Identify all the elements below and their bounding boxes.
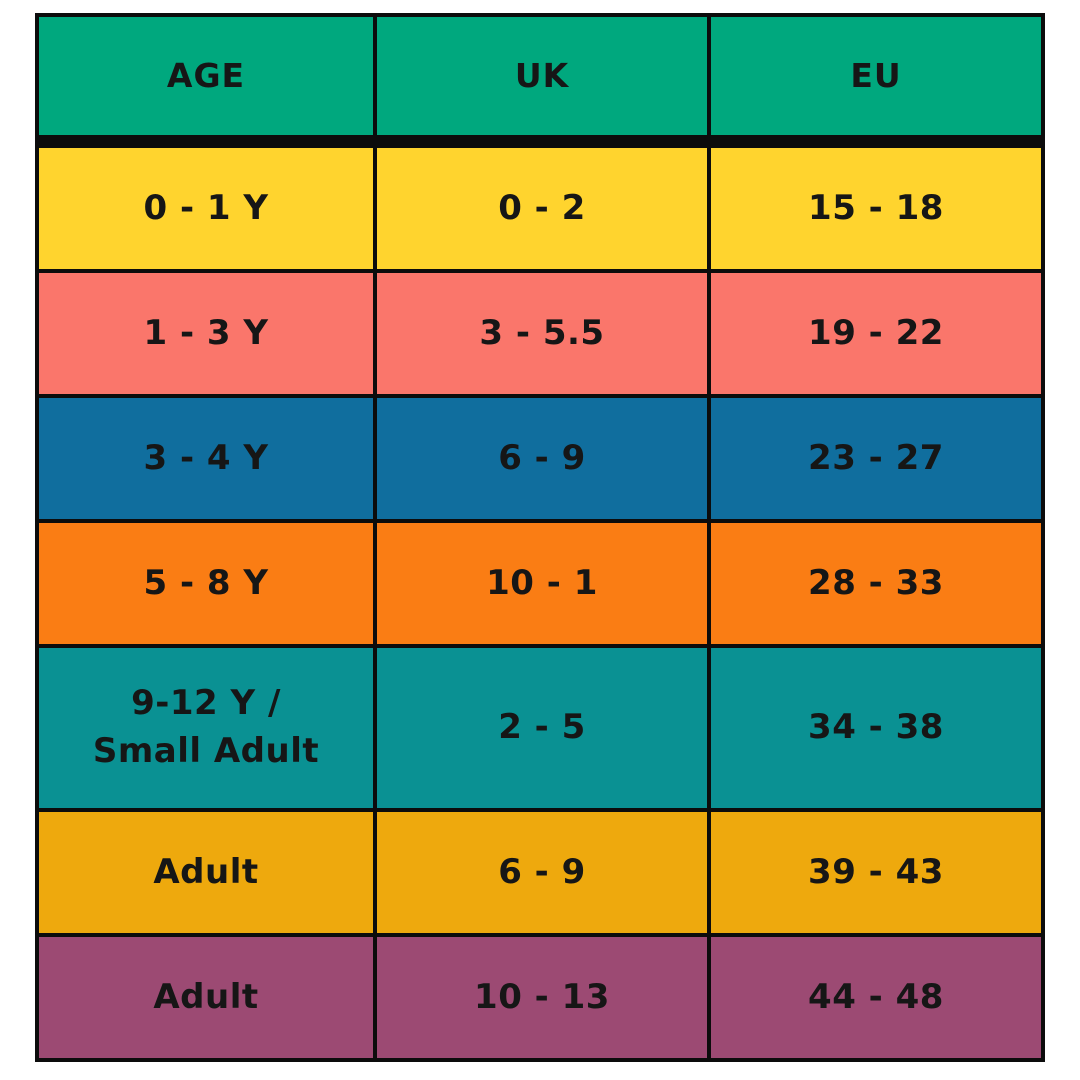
eu-cell-row-6: 44 - 48 bbox=[711, 937, 1041, 1058]
eu-cell-row-4: 34 - 38 bbox=[711, 648, 1041, 808]
eu-cell-row-3: 28 - 33 bbox=[711, 523, 1041, 644]
header-cell-eu: EU bbox=[711, 17, 1041, 135]
uk-cell-row-6: 10 - 13 bbox=[377, 937, 707, 1058]
uk-cell-row-5: 6 - 9 bbox=[377, 812, 707, 933]
eu-cell-row-0: 15 - 18 bbox=[711, 148, 1041, 269]
age-cell-row-4: 9-12 Y / Small Adult bbox=[39, 648, 373, 808]
age-cell-row-6: Adult bbox=[39, 937, 373, 1058]
header-cell-uk: UK bbox=[377, 17, 707, 135]
uk-cell-row-1: 3 - 5.5 bbox=[377, 273, 707, 394]
age-cell-row-5: Adult bbox=[39, 812, 373, 933]
eu-cell-row-1: 19 - 22 bbox=[711, 273, 1041, 394]
header-cell-age: AGE bbox=[39, 17, 373, 135]
age-cell-row-2: 3 - 4 Y bbox=[39, 398, 373, 519]
size-conversion-table: AGE UK EU 0 - 1 Y 0 - 2 15 - 18 1 - 3 Y … bbox=[35, 13, 1045, 1062]
uk-cell-row-3: 10 - 1 bbox=[377, 523, 707, 644]
uk-cell-row-0: 0 - 2 bbox=[377, 148, 707, 269]
uk-cell-row-2: 6 - 9 bbox=[377, 398, 707, 519]
eu-cell-row-2: 23 - 27 bbox=[711, 398, 1041, 519]
uk-cell-row-4: 2 - 5 bbox=[377, 648, 707, 808]
eu-cell-row-5: 39 - 43 bbox=[711, 812, 1041, 933]
age-cell-row-1: 1 - 3 Y bbox=[39, 273, 373, 394]
age-cell-row-3: 5 - 8 Y bbox=[39, 523, 373, 644]
header-divider bbox=[39, 139, 1041, 144]
age-cell-row-0: 0 - 1 Y bbox=[39, 148, 373, 269]
